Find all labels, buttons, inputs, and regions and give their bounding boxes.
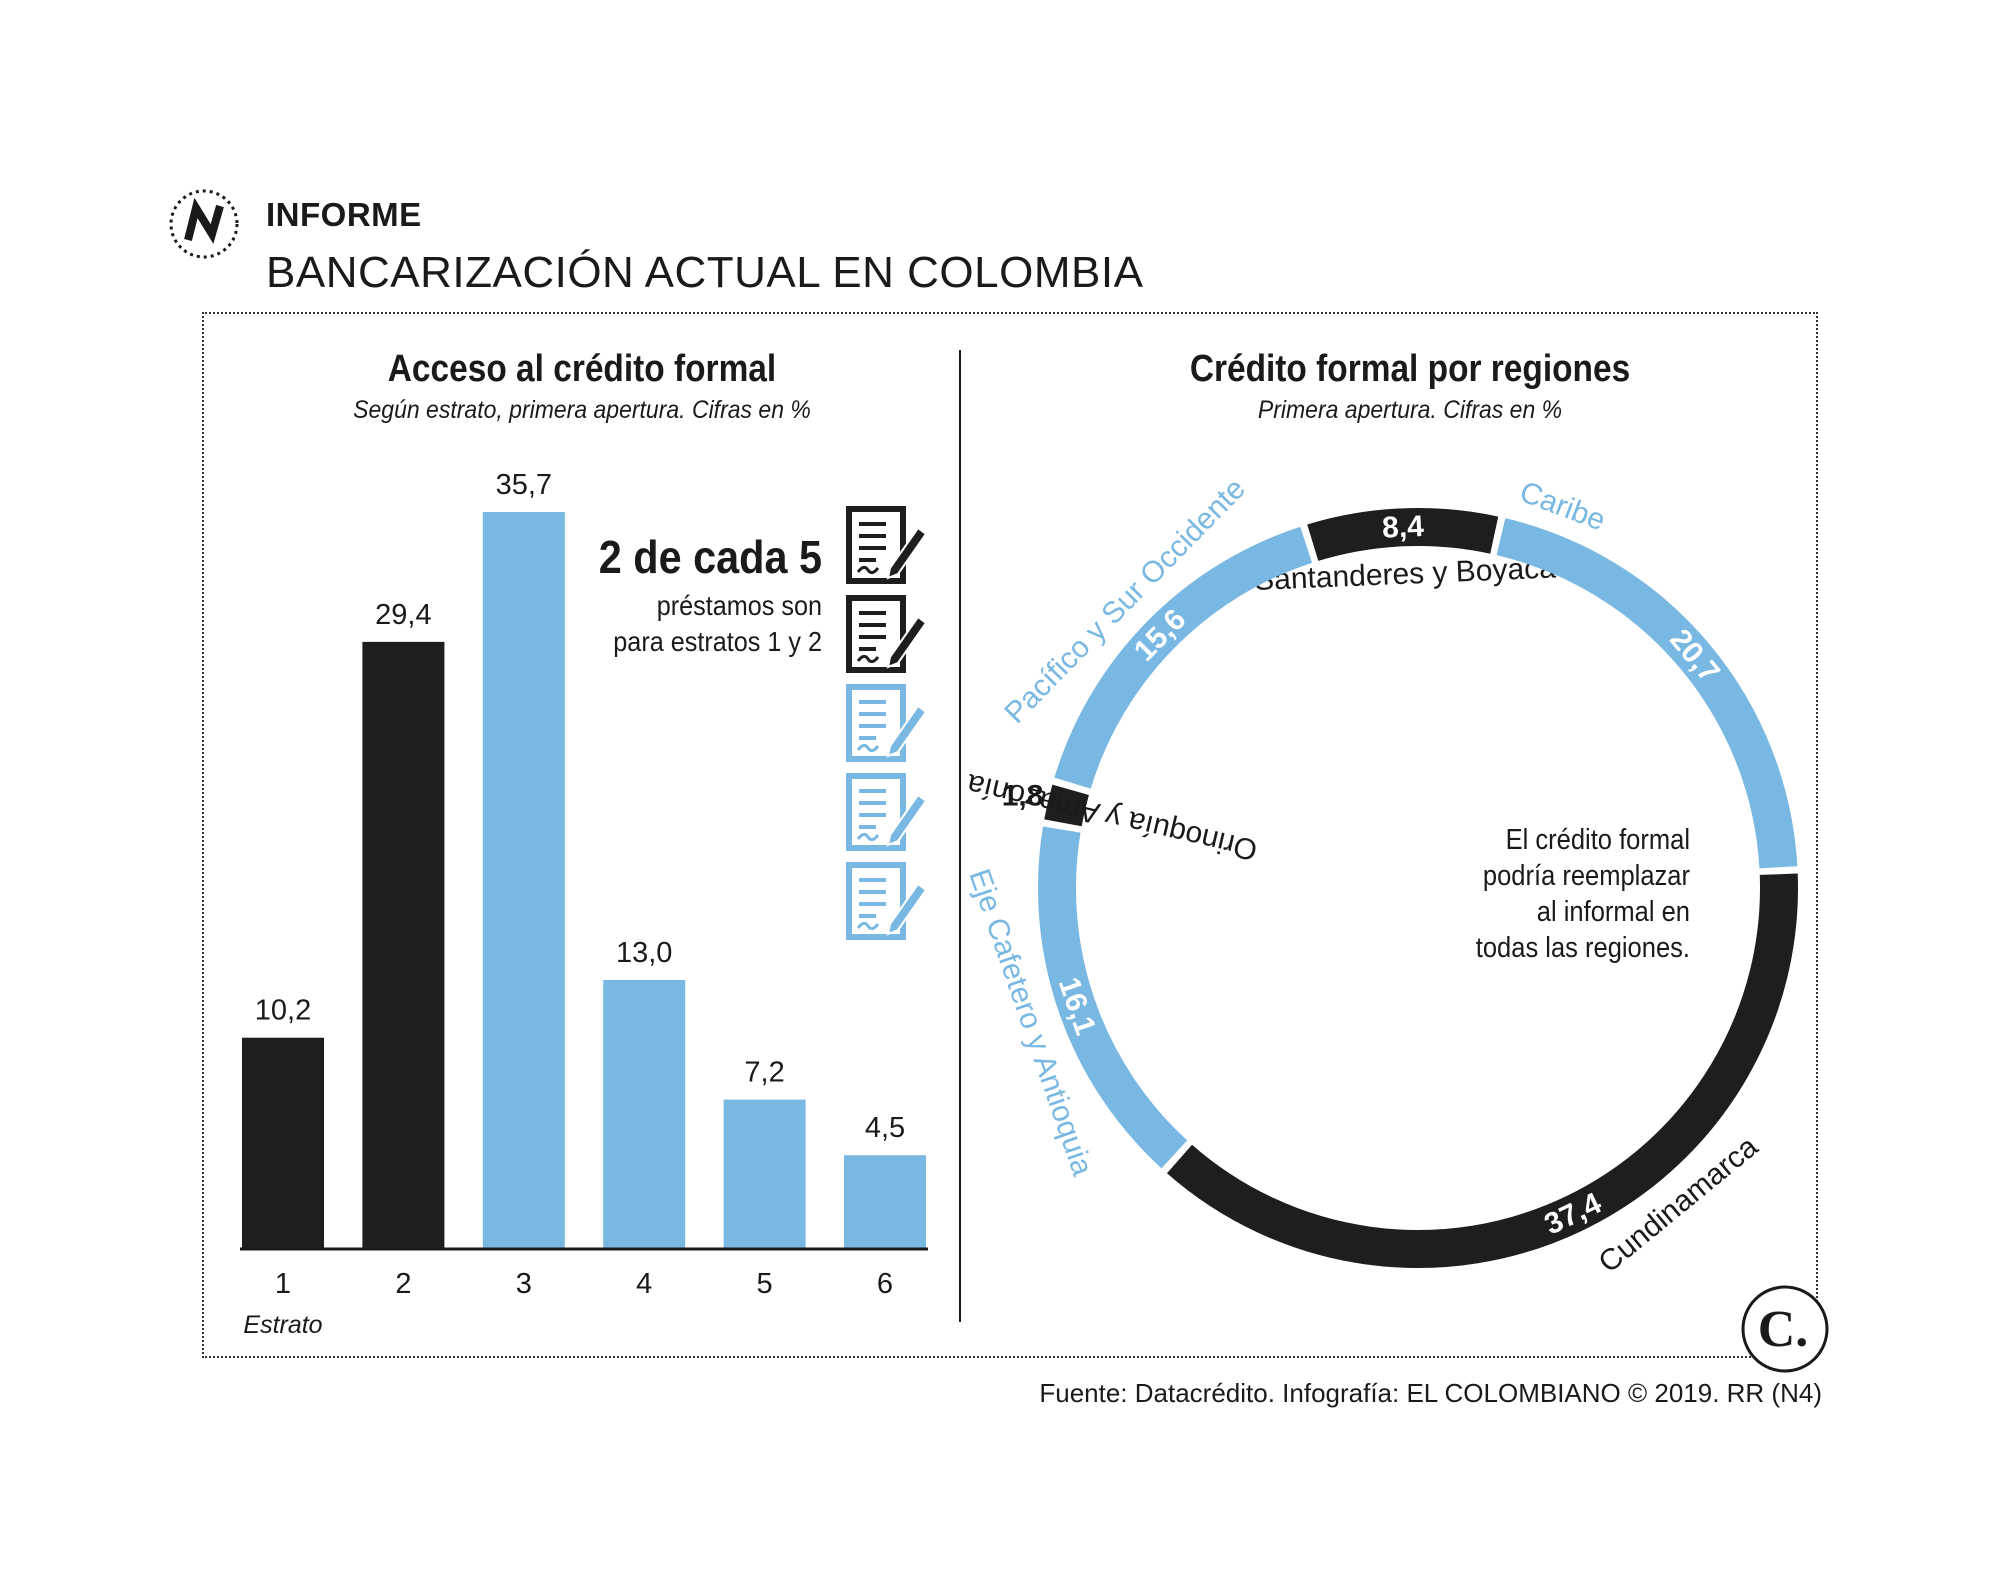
ring-slice (1307, 508, 1499, 561)
callout-line-1: préstamos son (656, 590, 822, 621)
n-logo-icon (169, 189, 239, 259)
ring-note-line: todas las regiones. (1475, 932, 1690, 964)
document-pencil-icon (846, 595, 928, 673)
x-axis-label: Estrato (243, 1311, 322, 1339)
c-logo-icon: C. (1741, 1285, 1829, 1373)
ring-slice (1496, 518, 1798, 869)
bar-value-label: 29,4 (375, 599, 431, 631)
document-pencil-icon (846, 862, 928, 940)
ring-slice (1038, 826, 1188, 1169)
bar-4 (603, 979, 686, 1248)
slice-value-label: 1,8 (1002, 779, 1044, 812)
source-footer: Fuente: Datacrédito. Infografía: EL COLO… (1039, 1378, 1822, 1408)
bar-value-label: 10,2 (255, 995, 311, 1027)
document-pencil-icon (846, 684, 928, 762)
bar-3 (482, 512, 565, 1248)
ring-slice (1166, 873, 1798, 1268)
bar-6 (844, 1155, 926, 1248)
x-tick-label: 5 (757, 1268, 773, 1300)
panel-divider (959, 350, 961, 1322)
x-tick-label: 6 (877, 1268, 893, 1300)
callout-line-2: para estratos 1 y 2 (613, 626, 822, 657)
bar-5 (723, 1099, 806, 1248)
ring-note-line: al informal en (1536, 896, 1690, 928)
x-tick-label: 3 (516, 1268, 532, 1300)
callout-headline: 2 de cada 5 (598, 531, 822, 583)
page-title: BANCARIZACIÓN ACTUAL EN COLOMBIA (266, 248, 1144, 297)
ring-chart-subtitle: Primera apertura. Cifras en % (1257, 396, 1563, 424)
ring-note-line: El crédito formal (1505, 824, 1690, 856)
infographic-frame (202, 312, 1818, 1358)
bar-value-label: 13,0 (616, 937, 672, 969)
bar-value-label: 35,7 (496, 469, 552, 501)
bar-chart-subtitle: Según estrato, primera apertura. Cifras … (353, 396, 811, 424)
x-tick-label: 4 (636, 1268, 652, 1300)
bar-chart: 10,2 1 29,4 2 35,7 3 13,0 4 7,2 5 4,5 6 Estrato (240, 469, 928, 1339)
callout-text: préstamos son para estratos 1 y 2 (550, 588, 822, 660)
ring-slice (1054, 526, 1313, 789)
x-tick-label: 2 (395, 1268, 411, 1300)
ring-chart-title: Crédito formal por regiones (1189, 348, 1631, 390)
bar-value-label: 7,2 (744, 1057, 784, 1089)
bar-chart-title: Acceso al crédito formal (387, 348, 777, 390)
slice-name-label: Orinoquía y Amazonía (964, 767, 1261, 866)
ring-note: El crédito formal podría reemplazar al i… (1426, 822, 1690, 966)
bar-2 (362, 641, 445, 1248)
bar-1 (242, 1037, 324, 1248)
ring-slice (1044, 784, 1089, 827)
section-label: INFORME (266, 196, 422, 233)
svg-text:C.: C. (1758, 1301, 1809, 1358)
document-pencil-icon (846, 506, 928, 584)
document-pencil-icon (846, 773, 928, 851)
document-icons (846, 506, 928, 940)
x-tick-label: 1 (275, 1268, 291, 1300)
slice-value-label: 8,4 (1381, 510, 1424, 545)
bar-value-label: 4,5 (865, 1112, 905, 1144)
ring-note-line: podría reemplazar (1482, 860, 1690, 892)
